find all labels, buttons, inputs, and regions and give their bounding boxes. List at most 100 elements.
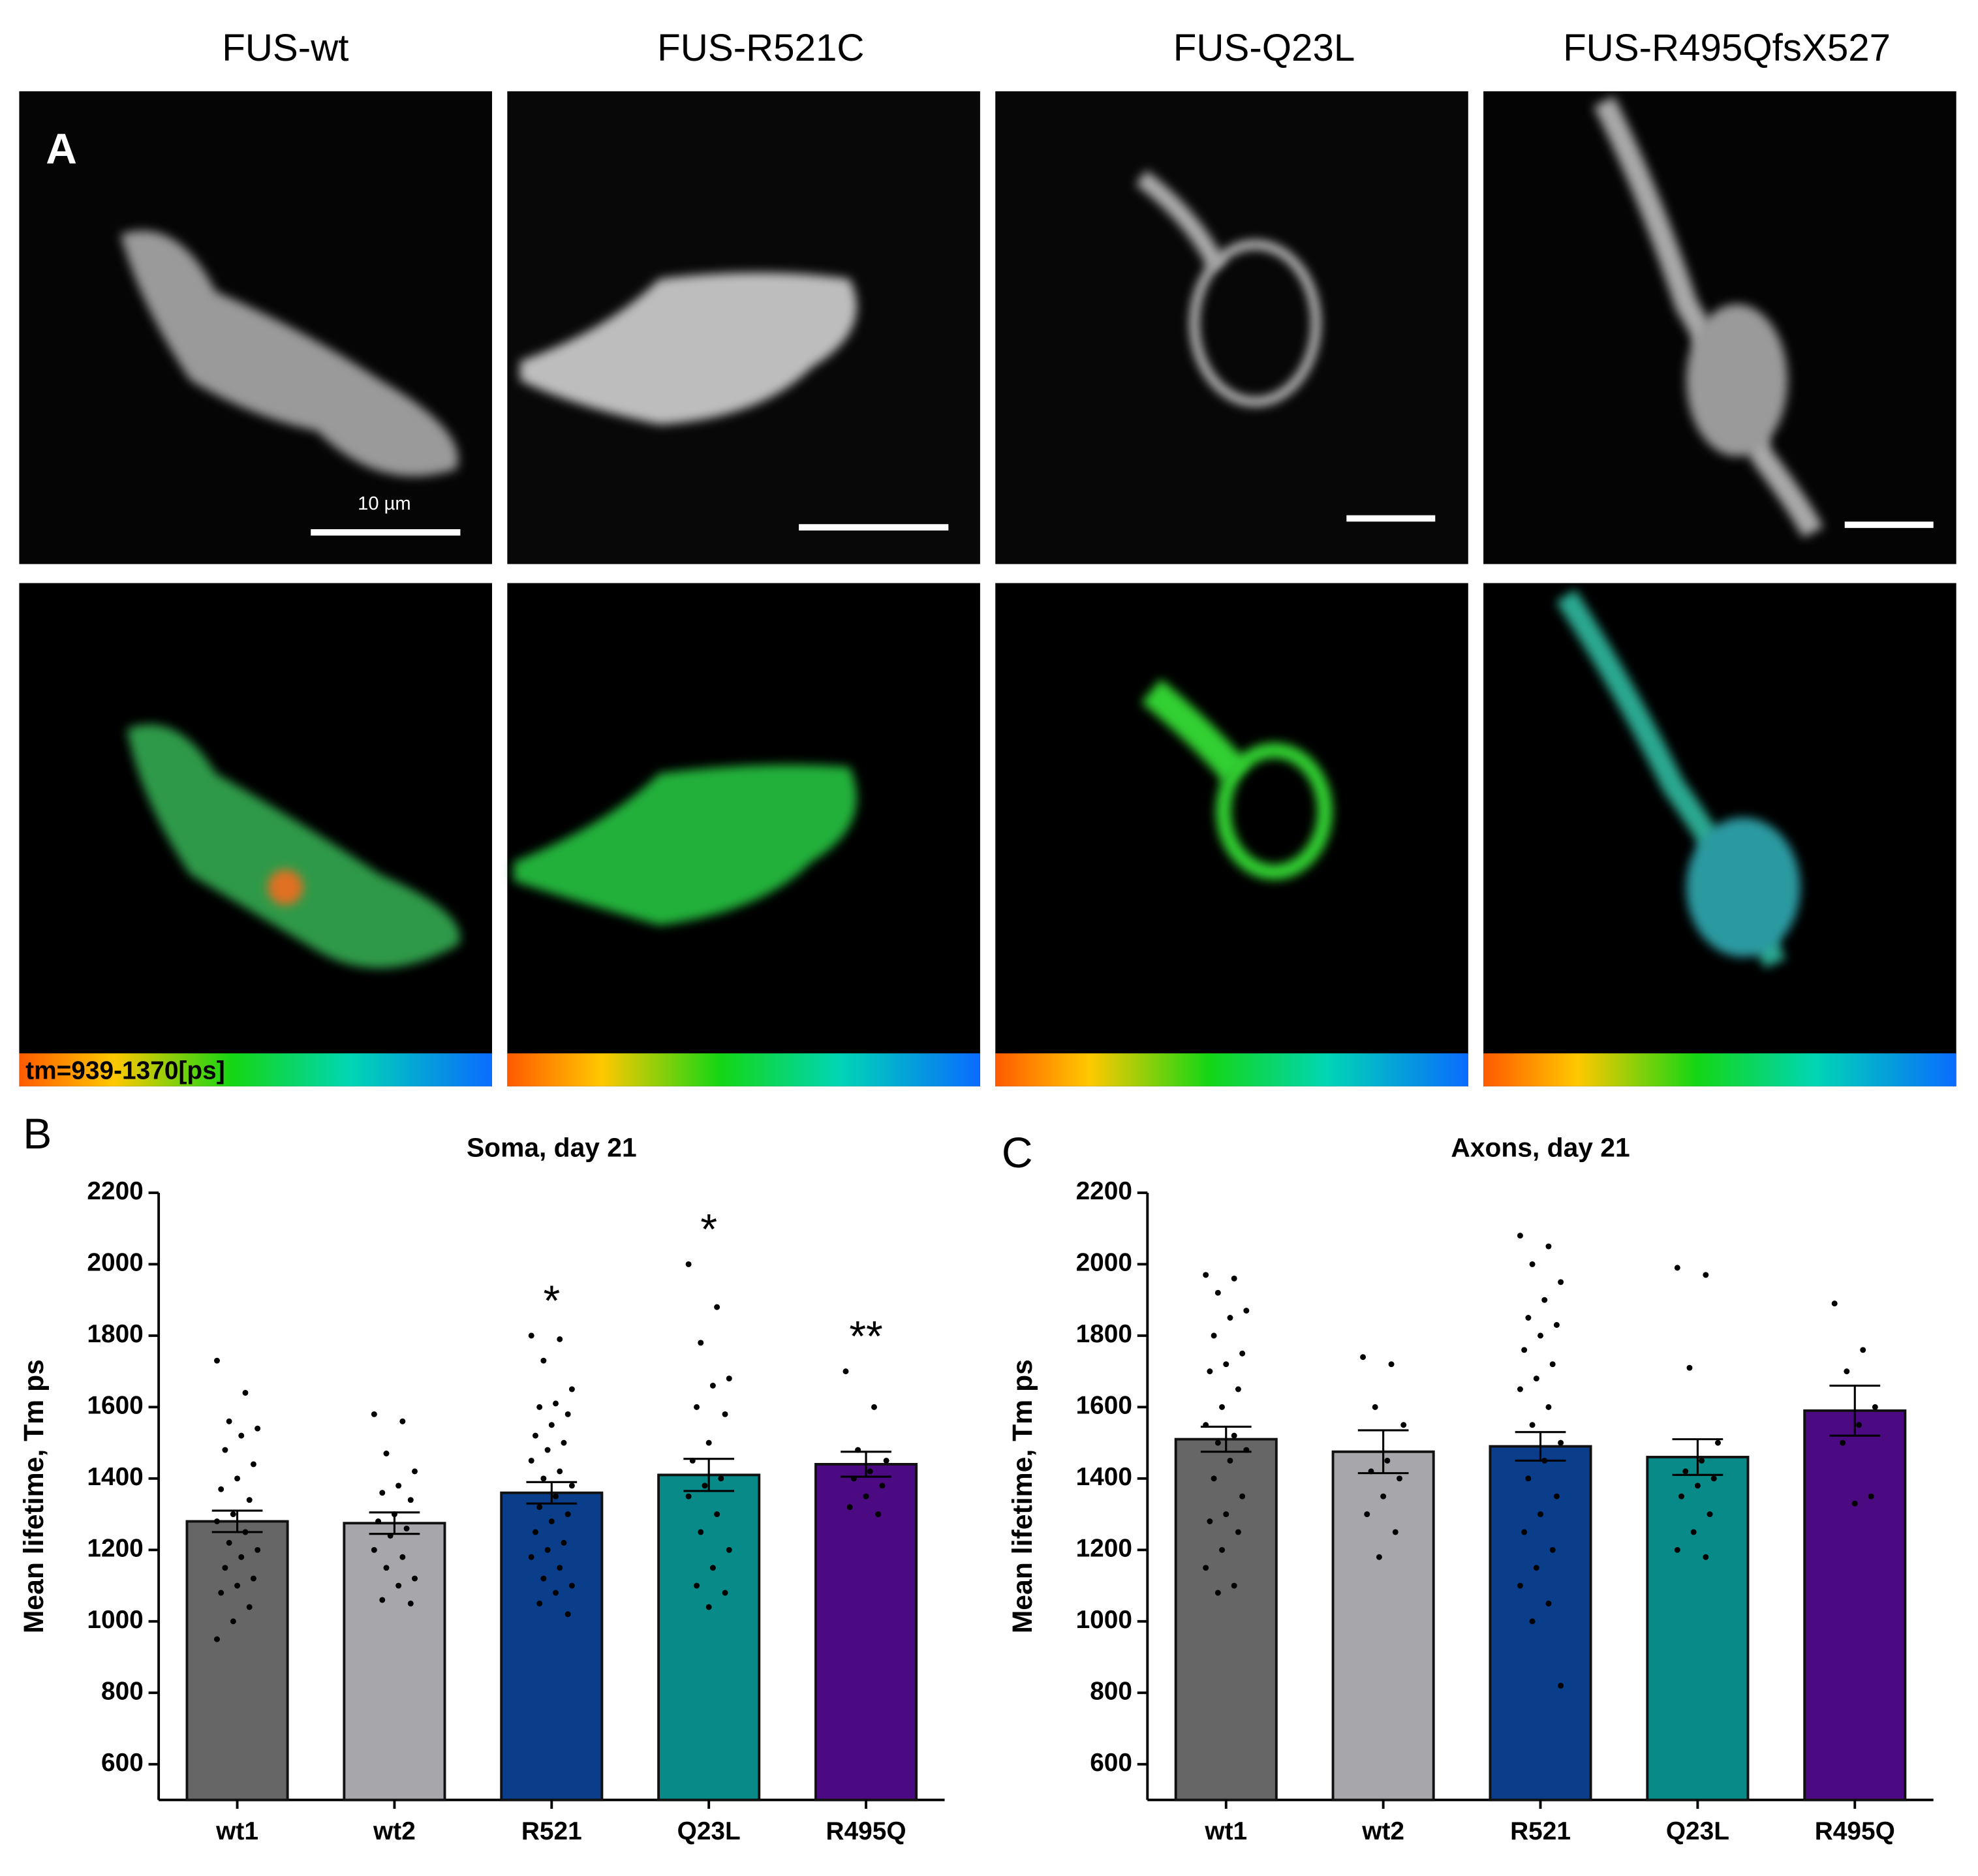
data-point [379,1597,386,1603]
cell [519,272,857,425]
data-point [536,1504,543,1511]
data-point [726,1546,732,1553]
data-point [1710,1475,1717,1482]
data-point [557,1336,563,1342]
data-point [1231,1432,1237,1439]
bar [814,1462,918,1802]
data-point [722,1411,728,1417]
y-tick-label: 1600 [1076,1392,1132,1420]
data-point [407,1497,414,1503]
column-title: FUS-R521C [657,27,864,69]
colorbar [1483,1053,1956,1086]
data-point [395,1582,402,1589]
data-point [1558,1439,1564,1446]
error-bar [1672,1438,1723,1476]
data-point [1844,1368,1850,1375]
data-point [1517,1386,1523,1392]
significance: * [700,1205,717,1253]
data-point [553,1493,559,1499]
data-point [705,1604,712,1610]
data-point [1860,1347,1866,1353]
x-tick-label: wt1 [215,1817,258,1845]
y-tick-label: 2000 [1076,1249,1132,1277]
colorbar [995,1053,1468,1086]
data-point [564,1511,571,1518]
data-point [685,1261,692,1267]
y-axis-label: Mean lifetime, Tm ps [18,1359,50,1633]
bar [657,1473,761,1802]
data-point [1207,1518,1213,1524]
data-point [1533,1376,1539,1382]
cell [1190,240,1321,407]
y-tick-label: 800 [1090,1678,1132,1706]
data-point [1235,1386,1241,1392]
data-point [371,1546,377,1553]
data-point [698,1340,704,1346]
data-point [412,1575,418,1582]
data-point [214,1518,220,1524]
y-tick-label: 1200 [1076,1535,1132,1563]
data-point [238,1554,245,1560]
data-point [375,1518,382,1524]
error-bar [211,1509,263,1533]
significance: * [543,1276,560,1325]
cell [268,869,303,905]
data-point [379,1490,386,1496]
data-point [536,1600,543,1607]
cell [120,230,459,476]
data-point [863,1493,869,1499]
data-point [561,1539,567,1546]
data-point [1872,1404,1878,1410]
data-point [1541,1297,1548,1303]
data-point [412,1468,418,1475]
error-bar [526,1481,578,1505]
y-tick-label: 1800 [1076,1320,1132,1348]
data-point [528,1332,534,1339]
data-point [1529,1618,1536,1625]
data-point [568,1483,575,1489]
y-tick-label: 2200 [1076,1177,1132,1205]
data-point [1553,1322,1560,1328]
data-point [1214,1439,1221,1446]
data-point [1674,1546,1680,1553]
colorbar [507,1053,980,1086]
data-point [1380,1493,1387,1499]
data-point [1227,1457,1233,1464]
data-point [1831,1300,1838,1307]
bar [1174,1438,1278,1802]
data-point [383,1565,390,1571]
data-point [568,1582,575,1589]
y-tick-label: 1400 [87,1463,143,1491]
data-point [1699,1457,1705,1464]
data-point [395,1483,402,1489]
data-point [1231,1582,1237,1589]
data-point [1517,1582,1523,1589]
x-tick-label: Q23L [677,1817,741,1845]
data-point [1364,1511,1370,1518]
data-point [883,1457,889,1464]
data-point [714,1511,720,1518]
data-point [1223,1361,1229,1368]
data-point [1211,1332,1217,1339]
error-bar [369,1511,420,1535]
data-point [1372,1404,1378,1410]
data-point [1239,1350,1246,1357]
y-tick-label: 1600 [87,1392,143,1420]
cell [127,724,461,968]
data-point [1533,1565,1539,1571]
data-point [1239,1493,1246,1499]
x-tick-label: wt2 [1361,1817,1404,1845]
data-point [1211,1475,1217,1482]
data-point [1227,1315,1233,1321]
data-point [1707,1511,1713,1518]
image-panel [995,91,1468,564]
data-point [1360,1354,1367,1361]
data-point [242,1390,249,1396]
y-axis-label: Mean lifetime, Tm ps [1007,1359,1038,1633]
data-point [1690,1529,1697,1535]
x-tick-label: Q23L [1666,1817,1729,1845]
colorbar-label: tm=939-1370[ps] [25,1057,225,1085]
data-point [875,1511,882,1518]
data-point [1686,1364,1693,1371]
data-point [561,1439,567,1446]
